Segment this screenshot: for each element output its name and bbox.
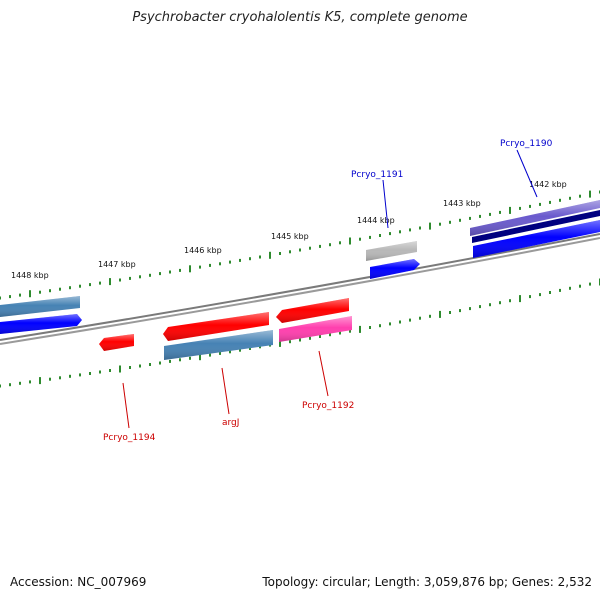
feature-navy[interactable] [472, 210, 600, 243]
label-leaders [122, 149, 538, 429]
scale-label-1444: 1444 kbp [357, 216, 395, 225]
scale-label-1445: 1445 kbp [271, 232, 309, 241]
scale-ticks-outer [0, 190, 600, 300]
scale-label-1448: 1448 kbp [11, 271, 49, 280]
scale-label-1443: 1443 kbp [443, 199, 481, 208]
topology-summary: Topology: circular; Length: 3,059,876 bp… [262, 575, 592, 589]
gene-label-pcryo-1192[interactable]: Pcryo_1192 [302, 401, 354, 411]
scale-label-1442: 1442 kbp [529, 180, 567, 189]
scale-ticks-inner [0, 278, 600, 388]
gene-label-pcryo-1194[interactable]: Pcryo_1194 [103, 433, 156, 443]
gene-label-argj[interactable]: argJ [222, 418, 239, 428]
forward-features [0, 200, 600, 334]
gene-label-pcryo-1191[interactable]: Pcryo_1191 [351, 170, 403, 180]
accession-text: Accession: NC_007969 [10, 575, 147, 589]
map-title: Psychrobacter cryohalolentis K5, complet… [132, 10, 468, 25]
reverse-features [99, 298, 352, 360]
scale-label-1447: 1447 kbp [98, 260, 136, 269]
scale-labels: 1442 kbp 1443 kbp 1444 kbp 1445 kbp 1446… [11, 180, 567, 280]
gene-label-pcryo-1190[interactable]: Pcryo_1190 [500, 139, 553, 149]
gene-labels: Pcryo_1190 Pcryo_1191 Pcryo_1192 argJ Pc… [103, 139, 553, 443]
genome-backbone [0, 233, 600, 345]
scale-label-1446: 1446 kbp [184, 246, 222, 255]
